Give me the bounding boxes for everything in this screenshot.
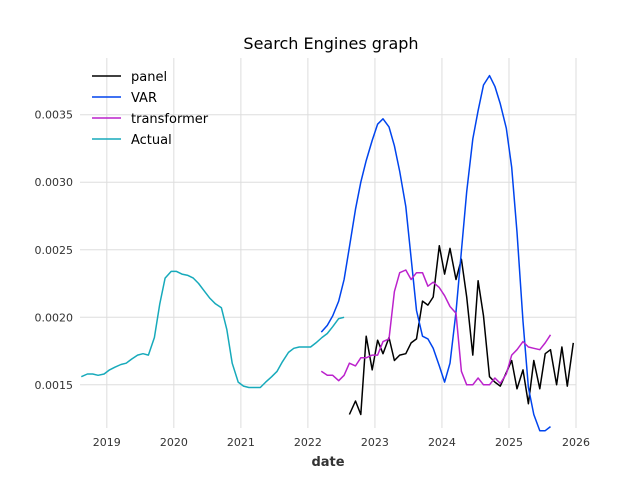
x-tick-label: 2025: [495, 436, 523, 449]
x-tick-label: 2022: [294, 436, 322, 449]
series-line-transformer: [320, 269, 552, 386]
y-tick-label: 0.0025: [35, 244, 74, 257]
x-tick-label: 2026: [562, 436, 590, 449]
legend-label-var: VAR: [131, 91, 157, 106]
series-line-actual: [80, 270, 345, 389]
gridlines: [80, 58, 577, 428]
legend-label-actual: Actual: [131, 133, 172, 148]
series-line-var: [320, 74, 551, 432]
y-tick-label: 0.0015: [35, 379, 74, 392]
x-tick-label: 2023: [361, 436, 389, 449]
x-tick-label: 2021: [227, 436, 255, 449]
y-tick-label: 0.0035: [35, 109, 74, 122]
legend-label-transformer: transformer: [131, 112, 209, 127]
y-tick-label: 0.0030: [35, 176, 74, 189]
y-tick-label: 0.0020: [35, 311, 74, 324]
chart-title: Search Engines graph: [243, 34, 418, 53]
x-tick-labels: 2019 2020 2021 2022 2023 2024 2025 2026: [93, 436, 590, 449]
x-tick-label: 2020: [160, 436, 188, 449]
legend: panel VAR transformer Actual: [92, 70, 209, 148]
legend-label-panel: panel: [131, 70, 167, 85]
x-tick-label: 2019: [93, 436, 121, 449]
x-axis-label: date: [311, 455, 344, 470]
x-tick-label: 2024: [428, 436, 456, 449]
series-lines: [80, 74, 575, 432]
y-tick-labels: 0.0015 0.0020 0.0025 0.0030 0.0035: [35, 109, 74, 392]
